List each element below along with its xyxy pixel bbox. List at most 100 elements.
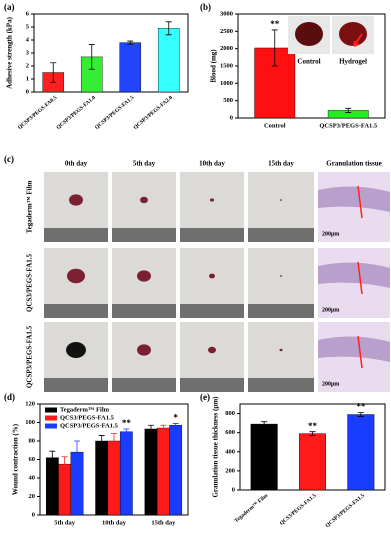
- wound: [208, 346, 216, 354]
- y-axis-label: Adhesive strength (kPa): [6, 16, 14, 88]
- error-bar: [261, 421, 268, 427]
- bar: [347, 414, 375, 491]
- x-tick-label: 5th day: [54, 519, 76, 526]
- inset-arrow: [353, 33, 363, 47]
- legend-swatch: [45, 407, 57, 413]
- column-header: 0th day: [65, 160, 88, 168]
- wound: [137, 344, 151, 356]
- x-tick-label: QCSP3/PEGS-FA0.5: [17, 95, 59, 131]
- y-tick-label: 2: [26, 62, 29, 69]
- y-tick-label: 60: [29, 456, 36, 463]
- wound: [137, 270, 151, 282]
- y-tick-label: 0: [230, 114, 233, 121]
- row-label: QCS3/PEGS-FA1.5: [26, 253, 34, 312]
- bar: [169, 425, 183, 516]
- legend-label: Tegaderm™ Film: [60, 406, 110, 413]
- y-tick-label: 1500: [220, 62, 233, 69]
- error-bar: [49, 450, 56, 465]
- bar: [156, 427, 170, 516]
- error-bar: [127, 40, 134, 45]
- panel-label: (c): [4, 154, 14, 164]
- y-tick-label: 0: [32, 511, 35, 518]
- wound: [279, 348, 283, 352]
- inset-organ: [295, 22, 323, 46]
- x-tick-label: Tegaderm™ Film: [234, 493, 270, 525]
- row-label: Tegaderm™ Film: [26, 180, 34, 233]
- error-bar: [98, 435, 105, 447]
- error-bar: [50, 62, 57, 83]
- error-bar: [357, 412, 364, 417]
- error-bar: [123, 428, 130, 435]
- error-bar: [111, 433, 117, 449]
- error-bar: [160, 424, 167, 432]
- bar: [144, 428, 158, 516]
- y-tick-label: 120: [25, 400, 35, 407]
- wound: [66, 342, 86, 358]
- wound: [67, 268, 85, 284]
- error-bar: [345, 107, 352, 113]
- y-tick-label: 600: [225, 429, 235, 436]
- y-tick-label: 3000: [220, 10, 233, 17]
- wound: [280, 275, 282, 277]
- ruler: [248, 304, 314, 318]
- column-header: 10th day: [199, 160, 225, 168]
- ruler: [248, 378, 314, 392]
- y-tick-label: 1: [26, 75, 29, 82]
- panel-label: (a): [4, 2, 15, 12]
- thickness-arrow: [357, 335, 363, 369]
- bar: [119, 42, 142, 93]
- bar: [299, 433, 326, 491]
- panel-label: (b): [200, 2, 211, 12]
- significance-mark: **: [122, 418, 132, 428]
- ruler: [44, 378, 108, 392]
- error-bar: [309, 431, 316, 436]
- y-tick-label: 0: [26, 88, 29, 95]
- scale-label: 200μm: [322, 381, 339, 387]
- y-tick-label: 6: [26, 10, 30, 17]
- bar: [250, 423, 278, 491]
- thickness-arrow: [357, 185, 363, 219]
- wound: [210, 198, 214, 202]
- ruler: [112, 228, 176, 242]
- wound: [69, 194, 83, 206]
- wound: [140, 196, 148, 204]
- scale-label: 200μm: [322, 307, 339, 313]
- x-tick-label: QCSP3/PEGS-FA1.0: [55, 95, 97, 131]
- error-bar: [172, 423, 179, 428]
- y-tick-label: 20: [29, 493, 36, 500]
- bar: [95, 440, 109, 516]
- bar: [45, 457, 59, 516]
- significance-mark: **: [356, 402, 366, 412]
- y-tick-label: 800: [225, 410, 235, 417]
- y-tick-label: 0: [232, 486, 235, 493]
- error-bar: [165, 21, 172, 36]
- column-header: 15th day: [268, 160, 294, 168]
- scale-label: 200μm: [322, 231, 339, 237]
- y-tick-label: 400: [225, 448, 235, 455]
- y-tick-label: 1000: [220, 80, 233, 87]
- thickness-arrow: [357, 261, 363, 295]
- y-tick-label: 3: [26, 49, 30, 56]
- bar: [254, 47, 296, 119]
- ruler: [180, 378, 244, 392]
- x-tick-label: QCSP3/PEGS-FA1.5: [319, 122, 378, 129]
- x-tick-label: QCS3/PEGS-FA1.5: [279, 493, 318, 527]
- legend-label: QCSP3/PEGS-FA1.5: [60, 422, 119, 429]
- legend-swatch: [45, 423, 57, 429]
- wound: [280, 199, 282, 201]
- bar: [107, 440, 121, 516]
- x-tick-label: 10th day: [102, 519, 127, 526]
- legend-label: QCS3/PEGS-FA1.5: [60, 414, 115, 421]
- column-header: 5th day: [133, 160, 156, 168]
- error-bar: [74, 440, 80, 464]
- significance-mark: **: [308, 421, 318, 431]
- legend-swatch: [45, 415, 57, 421]
- y-tick-label: 5: [26, 23, 30, 30]
- bar: [119, 431, 133, 516]
- y-tick-label: 4: [26, 36, 30, 43]
- bar: [157, 28, 180, 93]
- inset-organ: [339, 22, 367, 46]
- panel-label: (d): [4, 392, 15, 402]
- x-tick-label: QCSP3/PEGS-FA1.5: [325, 493, 367, 529]
- x-tick-label: 15th day: [151, 519, 176, 526]
